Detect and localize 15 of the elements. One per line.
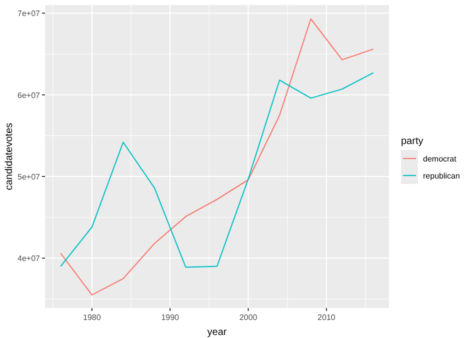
x-tick-label: 2000 [239,313,258,322]
y-tick-label: 5e+07 [18,172,41,182]
y-tick-label: 6e+07 [18,90,41,100]
x-tick-label: 1980 [83,313,102,322]
x-tick-label: 2010 [318,313,336,322]
x-axis-title: year [207,327,228,338]
legend-label: democrat [423,154,458,164]
y-axis-title: candidatevotes [4,122,15,190]
line-series [60,18,374,296]
x-tick-label: 1990 [161,313,180,322]
y-tick-label: 4e+07 [18,254,41,264]
legend-label: republican [423,172,460,180]
line-series [60,72,374,268]
y-tick-label: 7e+07 [18,9,41,18]
legend-title: party [401,136,424,147]
